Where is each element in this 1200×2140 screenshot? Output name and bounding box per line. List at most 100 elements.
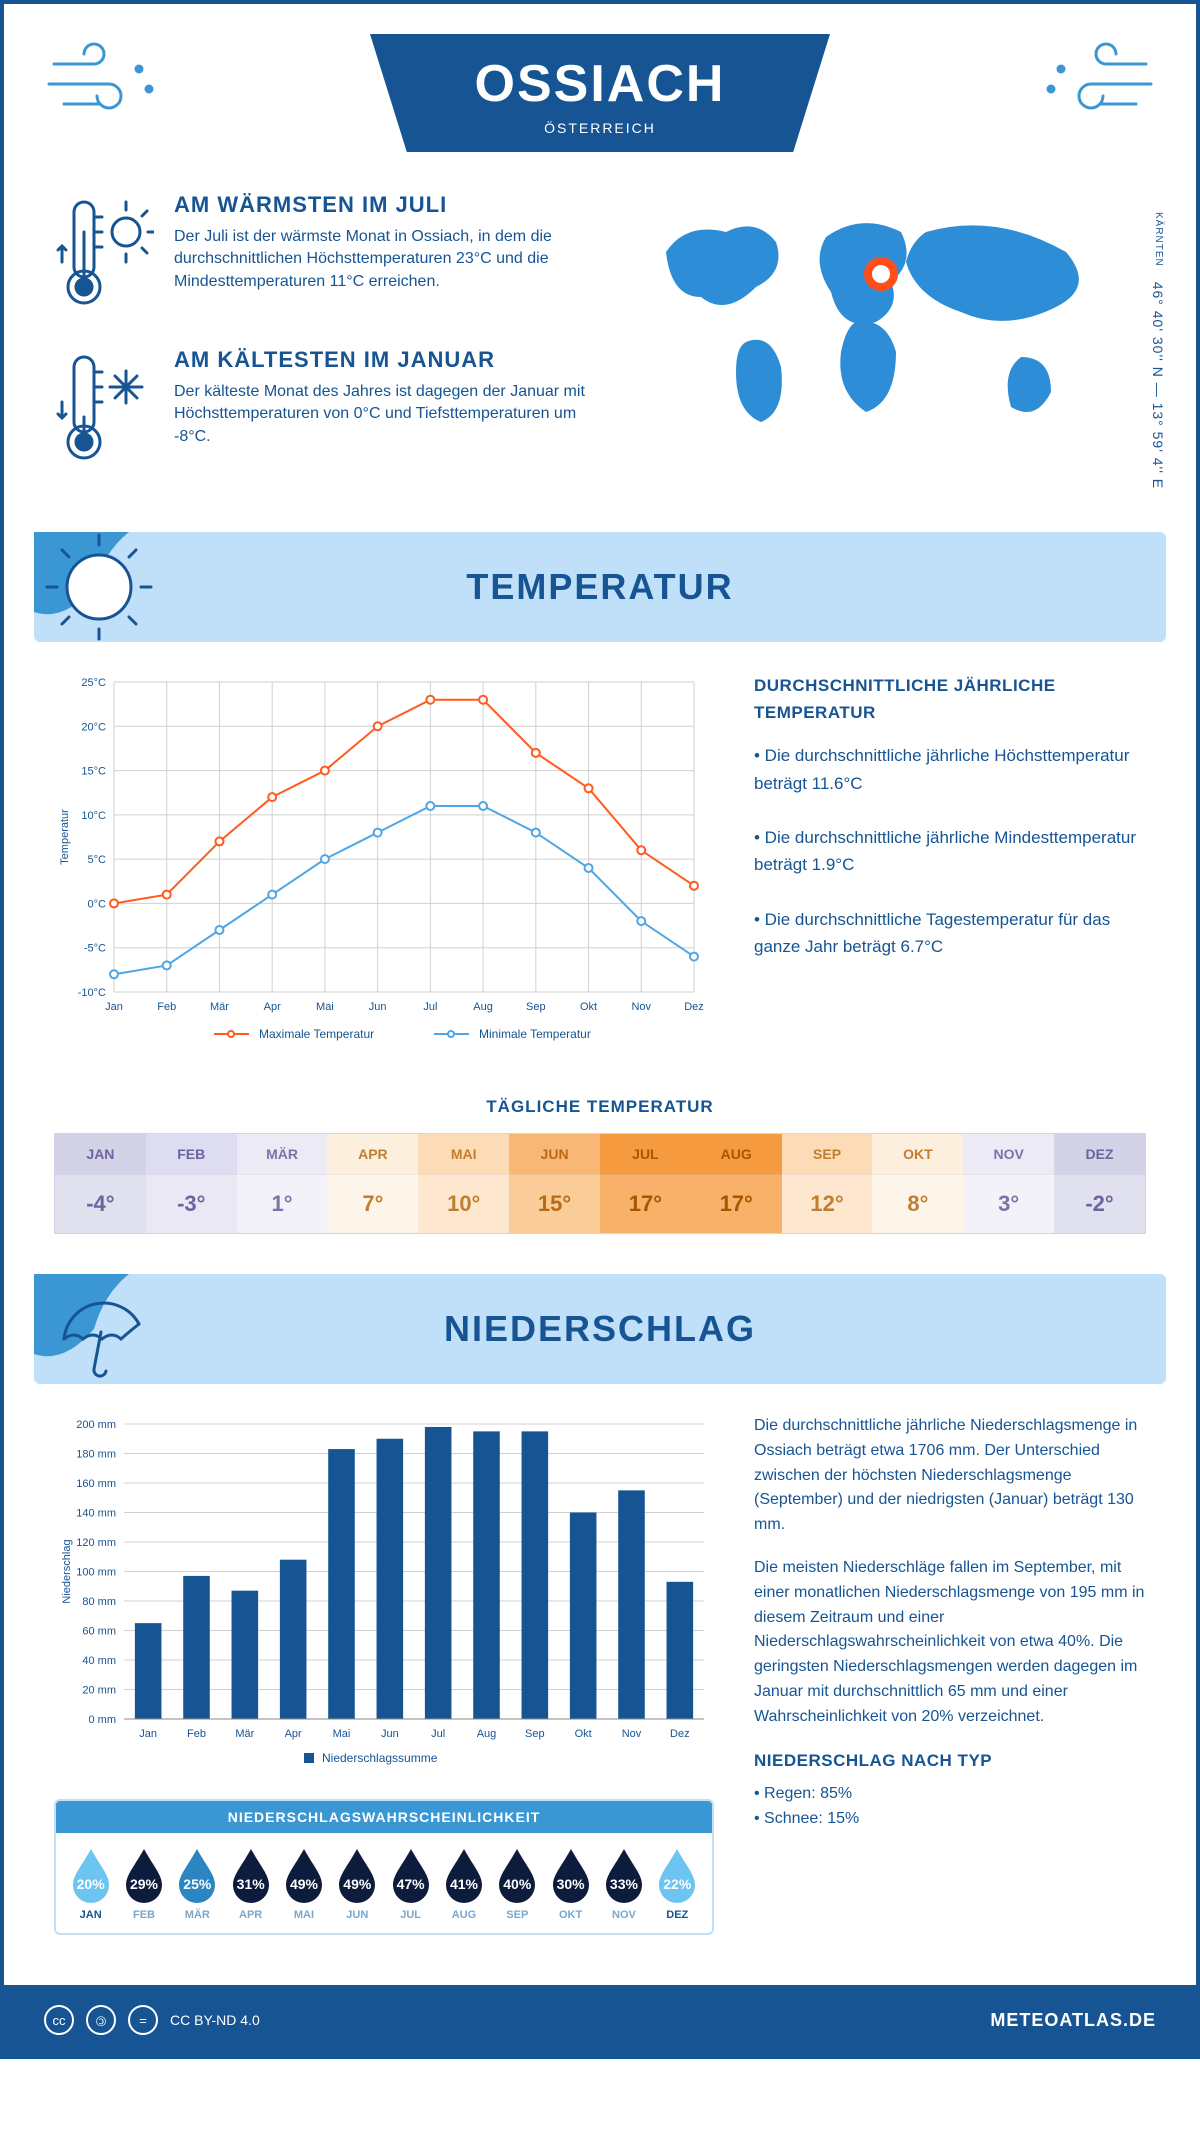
svg-text:Mär: Mär	[210, 1001, 229, 1013]
svg-text:Aug: Aug	[477, 1728, 497, 1740]
svg-text:140 mm: 140 mm	[76, 1508, 116, 1520]
site-name: METEOATLAS.DE	[990, 2010, 1156, 2031]
svg-text:-10°C: -10°C	[78, 987, 106, 999]
prob-drop: 29%FEB	[117, 1845, 170, 1921]
prob-drop: 40%SEP	[491, 1845, 544, 1921]
svg-text:80 mm: 80 mm	[82, 1596, 116, 1608]
header: OSSIACH ÖSTERREICH	[4, 4, 1196, 162]
country-subtitle: ÖSTERREICH	[470, 120, 730, 136]
prob-drop: 47%JUL	[384, 1845, 437, 1921]
temp-cell: NOV3°	[963, 1134, 1054, 1233]
temp-heading: TEMPERATUR	[466, 566, 733, 608]
temp-cell: MÄR1°	[237, 1134, 328, 1233]
svg-text:Apr: Apr	[264, 1001, 281, 1013]
svg-text:Feb: Feb	[187, 1728, 206, 1740]
prob-drop: 22%DEZ	[651, 1845, 704, 1921]
precip-type-2: • Schnee: 15%	[754, 1807, 1146, 1832]
precip-heading: NIEDERSCHLAG	[444, 1308, 756, 1350]
temp-cell: JAN-4°	[55, 1134, 146, 1233]
precip-prob-box: NIEDERSCHLAGSWAHRSCHEINLICHKEIT 20%JAN29…	[54, 1799, 714, 1935]
license: cc 🄯 = CC BY-ND 4.0	[44, 2005, 260, 2035]
daily-temp-label: TÄGLICHE TEMPERATUR	[4, 1097, 1196, 1117]
svg-text:Jul: Jul	[423, 1001, 437, 1013]
warmest-block: AM WÄRMSTEN IM JULI Der Juli ist der wär…	[54, 192, 586, 317]
prob-drop: 41%AUG	[437, 1845, 490, 1921]
temp-cell: FEB-3°	[146, 1134, 237, 1233]
world-map: KÄRNTEN 46° 40' 30'' N — 13° 59' 4'' E	[626, 192, 1146, 502]
cc-icon: cc	[44, 2005, 74, 2035]
svg-text:Sep: Sep	[526, 1001, 546, 1013]
intro-row: AM WÄRMSTEN IM JULI Der Juli ist der wär…	[4, 162, 1196, 512]
prob-drop: 30%OKT	[544, 1845, 597, 1921]
temp-cell: JUL17°	[600, 1134, 691, 1233]
svg-text:Sep: Sep	[525, 1728, 545, 1740]
svg-text:40 mm: 40 mm	[82, 1655, 116, 1667]
temp-cell: JUN15°	[509, 1134, 600, 1233]
precip-type-1: • Regen: 85%	[754, 1782, 1146, 1807]
svg-text:Dez: Dez	[670, 1728, 690, 1740]
svg-text:Okt: Okt	[575, 1728, 592, 1740]
city-title: OSSIACH	[470, 54, 730, 114]
svg-text:Jan: Jan	[105, 1001, 123, 1013]
svg-text:Temperatur: Temperatur	[59, 809, 71, 865]
precip-type-title: NIEDERSCHLAG NACH TYP	[754, 1748, 1146, 1774]
svg-text:20 mm: 20 mm	[82, 1685, 116, 1697]
umbrella-icon	[34, 1274, 174, 1389]
svg-text:Maximale Temperatur: Maximale Temperatur	[259, 1027, 374, 1041]
temp-stats-title: DURCHSCHNITTLICHE JÄHRLICHE TEMPERATUR	[754, 672, 1146, 726]
svg-text:Aug: Aug	[473, 1001, 493, 1013]
svg-text:Jun: Jun	[381, 1728, 399, 1740]
svg-text:Mai: Mai	[316, 1001, 334, 1013]
precip-p1: Die durchschnittliche jährliche Niedersc…	[754, 1414, 1146, 1538]
daily-temp-table: JAN-4°FEB-3°MÄR1°APR7°MAI10°JUN15°JUL17°…	[54, 1133, 1146, 1234]
svg-text:5°C: 5°C	[88, 854, 107, 866]
title-banner: OSSIACH ÖSTERREICH	[370, 34, 830, 152]
wind-icon	[1036, 34, 1156, 129]
svg-text:160 mm: 160 mm	[76, 1478, 116, 1490]
warmest-title: AM WÄRMSTEN IM JULI	[174, 192, 586, 218]
svg-text:60 mm: 60 mm	[82, 1626, 116, 1638]
temp-cell: APR7°	[327, 1134, 418, 1233]
svg-text:25°C: 25°C	[81, 677, 106, 689]
svg-text:Feb: Feb	[157, 1001, 176, 1013]
prob-drop: 25%MÄR	[171, 1845, 224, 1921]
svg-text:Niederschlagssumme: Niederschlagssumme	[322, 1751, 438, 1765]
thermometer-snow-icon	[54, 347, 154, 472]
thermometer-sun-icon	[54, 192, 154, 317]
prob-drop: 49%MAI	[277, 1845, 330, 1921]
svg-text:0°C: 0°C	[88, 898, 107, 910]
svg-text:Apr: Apr	[285, 1728, 302, 1740]
svg-text:180 mm: 180 mm	[76, 1449, 116, 1461]
precip-p2: Die meisten Niederschläge fallen im Sept…	[754, 1556, 1146, 1730]
sun-icon	[34, 532, 174, 647]
svg-text:Dez: Dez	[684, 1001, 704, 1013]
coldest-title: AM KÄLTESTEN IM JANUAR	[174, 347, 586, 373]
nd-icon: =	[128, 2005, 158, 2035]
temp-cell: MAI10°	[418, 1134, 509, 1233]
temp-cell: SEP12°	[782, 1134, 873, 1233]
svg-text:Okt: Okt	[580, 1001, 597, 1013]
by-icon: 🄯	[86, 2005, 116, 2035]
svg-text:20°C: 20°C	[81, 721, 106, 733]
warmest-text: Der Juli ist der wärmste Monat in Ossiac…	[174, 226, 586, 293]
temp-stat-3: • Die durchschnittliche Tagestemperatur …	[754, 906, 1146, 960]
svg-text:Mär: Mär	[235, 1728, 254, 1740]
temp-stat-2: • Die durchschnittliche jährliche Mindes…	[754, 824, 1146, 878]
region-label: KÄRNTEN	[1153, 212, 1164, 267]
precip-text: Die durchschnittliche jährliche Niedersc…	[754, 1414, 1146, 1965]
svg-text:Niederschlag: Niederschlag	[61, 1539, 73, 1603]
svg-text:Jun: Jun	[369, 1001, 387, 1013]
temp-section-bar: TEMPERATUR	[34, 532, 1166, 642]
svg-text:0 mm: 0 mm	[89, 1714, 117, 1726]
svg-text:10°C: 10°C	[81, 810, 106, 822]
svg-text:Nov: Nov	[631, 1001, 651, 1013]
svg-text:Nov: Nov	[622, 1728, 642, 1740]
precip-bar-chart: 0 mm20 mm40 mm60 mm80 mm100 mm120 mm140 …	[54, 1414, 714, 1779]
temp-stats: DURCHSCHNITTLICHE JÄHRLICHE TEMPERATUR •…	[754, 672, 1146, 1057]
svg-text:200 mm: 200 mm	[76, 1419, 116, 1431]
svg-text:-5°C: -5°C	[84, 943, 106, 955]
coldest-block: AM KÄLTESTEN IM JANUAR Der kälteste Mona…	[54, 347, 586, 472]
svg-text:Mai: Mai	[333, 1728, 351, 1740]
temp-cell: AUG17°	[691, 1134, 782, 1233]
prob-drop: 31%APR	[224, 1845, 277, 1921]
